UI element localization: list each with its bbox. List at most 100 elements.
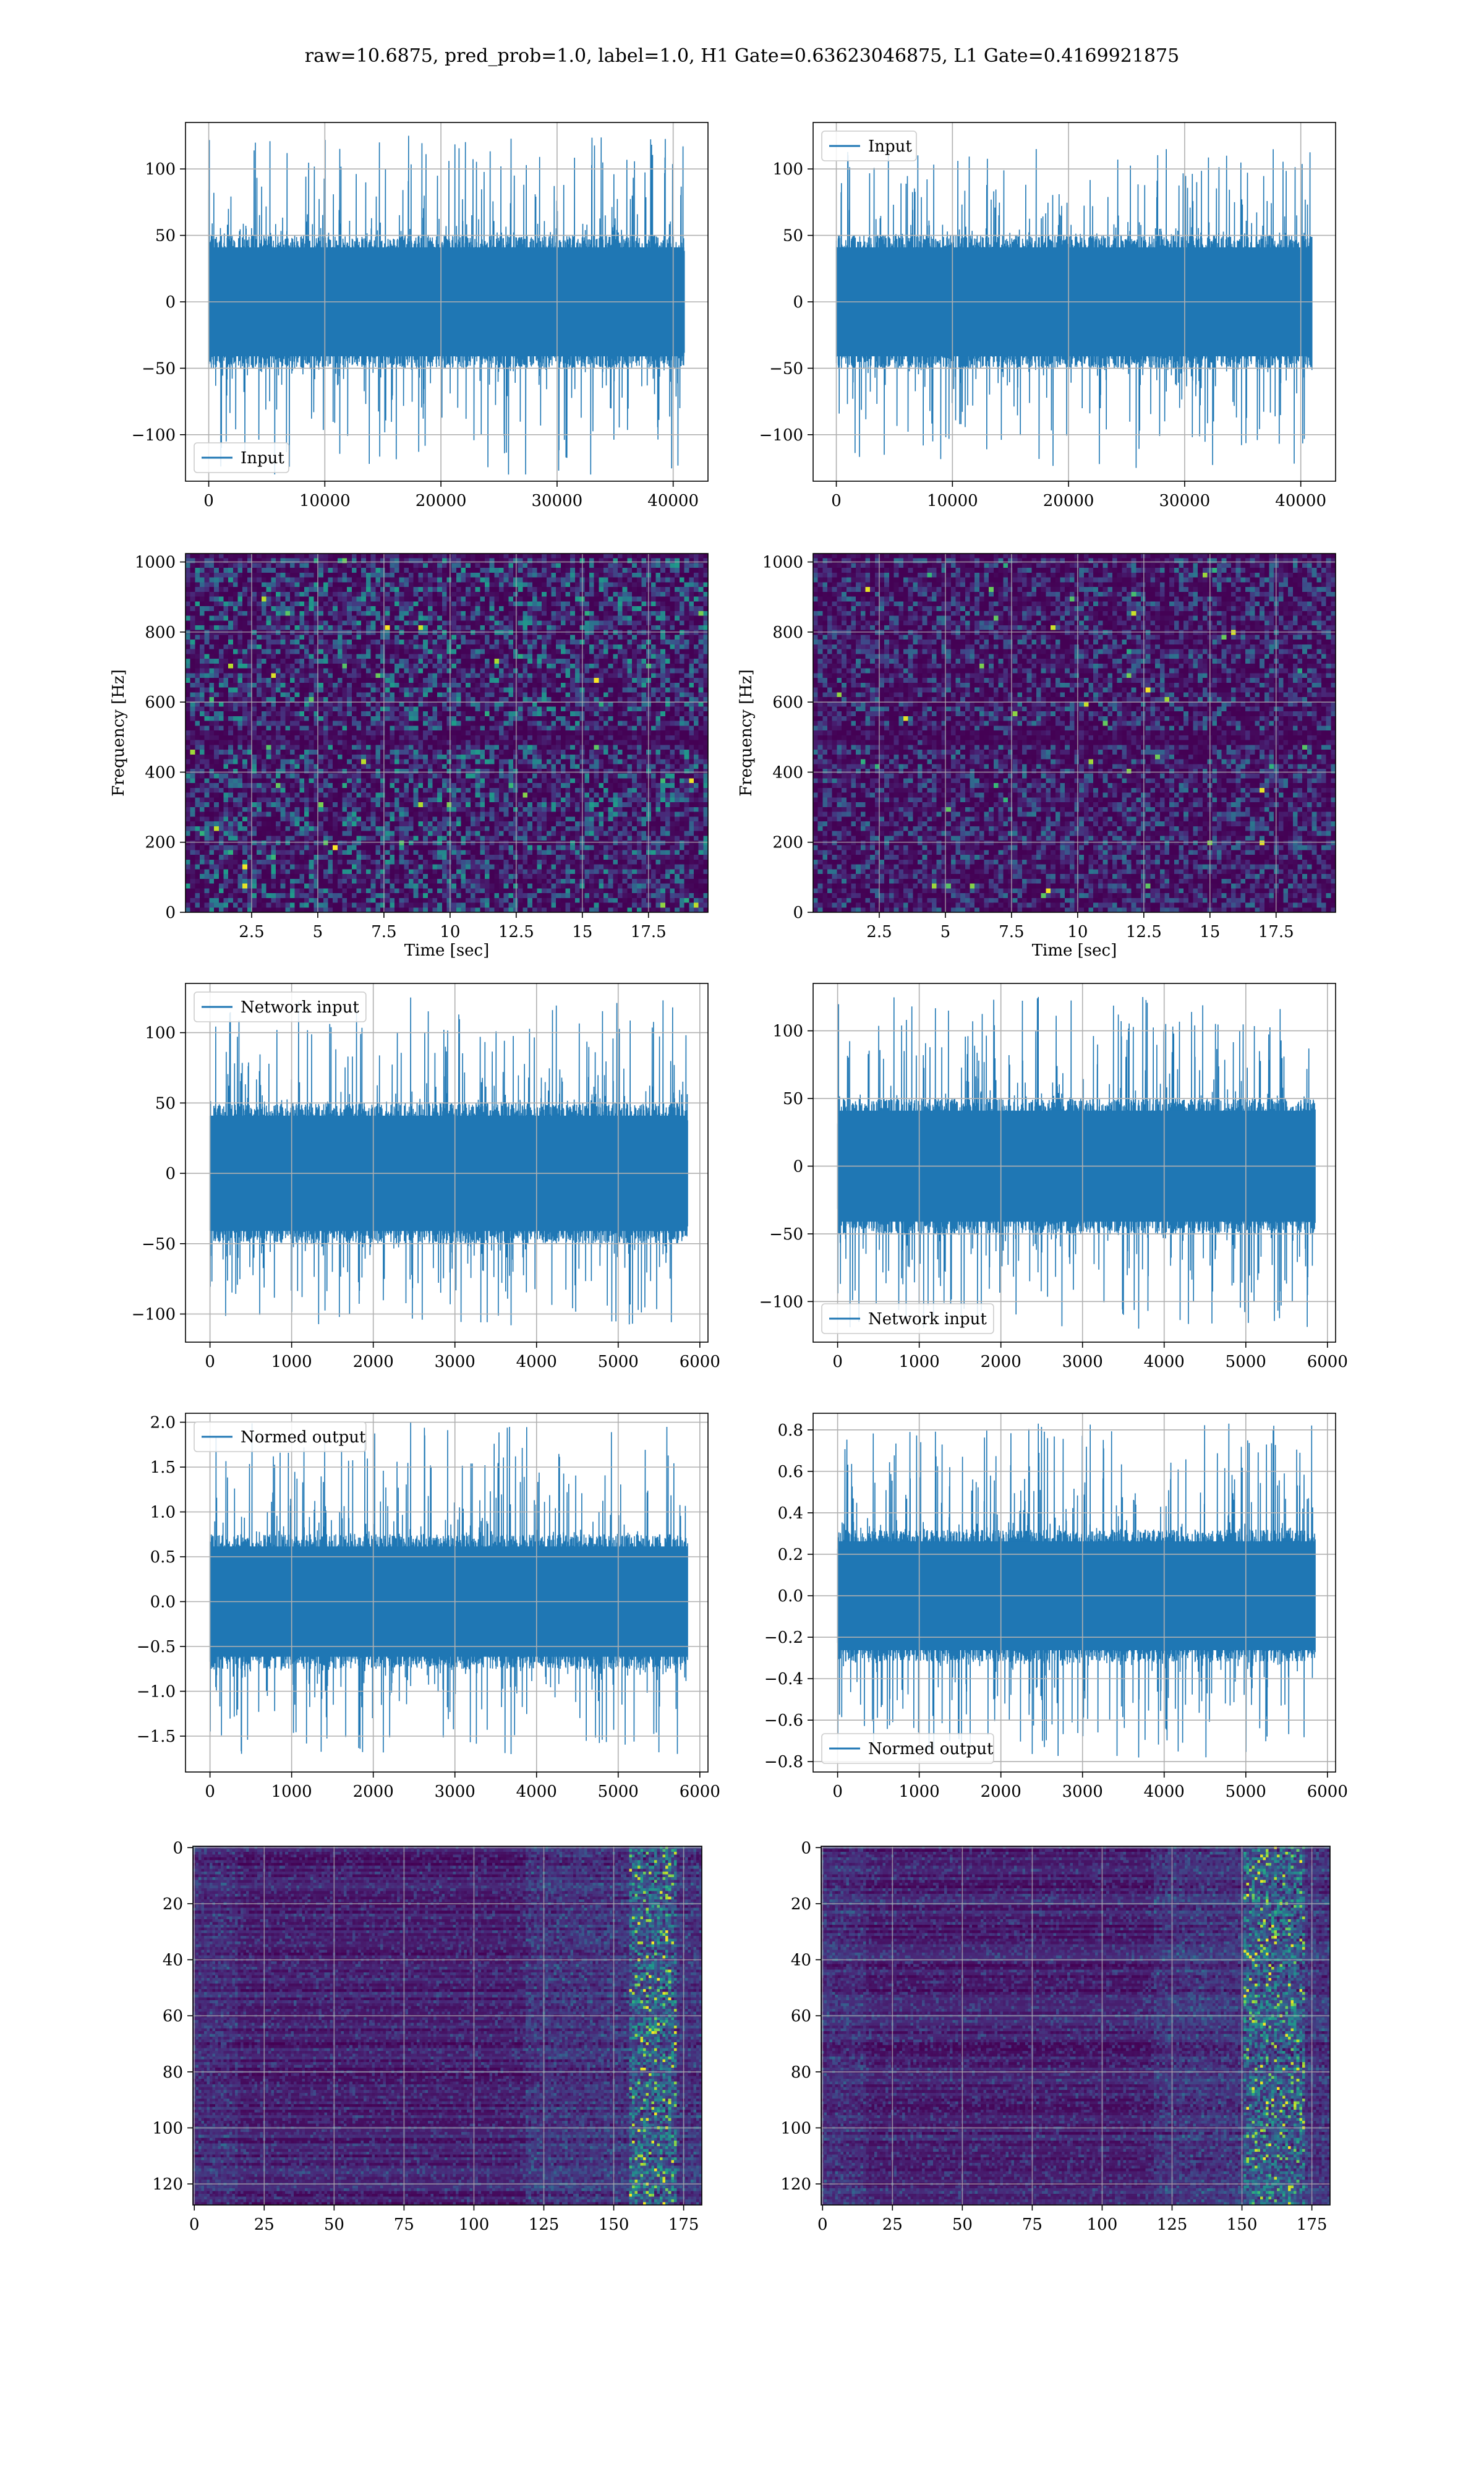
x-tick-label: 0 [203, 492, 214, 510]
y-axis-label: Frequency [Hz] [737, 669, 756, 797]
x-tick-label: 40000 [1275, 492, 1326, 510]
x-tick-label: 2000 [353, 1783, 394, 1801]
y-tick-label: 200 [772, 834, 803, 852]
legend-label: Input [241, 449, 284, 468]
x-tick-label: 2000 [981, 1783, 1021, 1801]
x-tick-label: 2000 [353, 1353, 394, 1371]
y-tick-label: 120 [152, 2175, 183, 2194]
y-axis-label: Frequency [Hz] [109, 669, 128, 797]
y-tick-label: 600 [145, 693, 176, 712]
y-tick-label: 400 [772, 763, 803, 782]
x-tick-label: 12.5 [498, 923, 534, 941]
x-tick-label: 4000 [1144, 1783, 1185, 1801]
legend-label: Input [868, 137, 912, 156]
figure-suptitle: raw=10.6875, pred_prob=1.0, label=1.0, H… [305, 45, 1179, 67]
x-tick-label: 17.5 [1258, 923, 1294, 941]
y-tick-label: −0.4 [764, 1670, 803, 1689]
y-tick-label: −0.6 [764, 1711, 803, 1730]
y-tick-label: 40 [163, 1951, 183, 1970]
x-tick-label: 0 [205, 1353, 215, 1371]
y-tick-label: 0.0 [150, 1593, 176, 1612]
y-tick-label: 0 [793, 293, 803, 312]
y-tick-label: 80 [163, 2063, 183, 2082]
x-tick-label: 1000 [899, 1783, 940, 1801]
x-tick-label: 0 [832, 1353, 843, 1371]
x-tick-label: 1000 [271, 1783, 312, 1801]
x-tick-label: 50 [952, 2215, 973, 2234]
x-tick-label: 6000 [1307, 1783, 1348, 1801]
y-tick-label: −100 [759, 1293, 803, 1311]
x-tick-label: 20000 [416, 492, 467, 510]
x-tick-label: 100 [459, 2215, 490, 2234]
x-tick-label: 150 [599, 2215, 629, 2234]
y-tick-label: 1.5 [150, 1458, 176, 1477]
x-tick-label: 6000 [680, 1353, 720, 1371]
legend: Input [194, 443, 289, 473]
legend-label: Normed output [868, 1740, 994, 1758]
y-tick-label: 0.2 [778, 1546, 803, 1564]
x-tick-label: 3000 [435, 1353, 475, 1371]
x-tick-label: 7.5 [371, 923, 396, 941]
y-tick-label: 50 [155, 227, 176, 246]
x-tick-label: 50 [324, 2215, 344, 2234]
y-tick-label: 0 [165, 293, 176, 312]
y-tick-label: −0.2 [764, 1629, 803, 1647]
subplot-spec-h1: 2.5 5 7.5 10 12.5 15 17.502004006008001000Time… [109, 554, 709, 960]
y-tick-label: 100 [780, 2119, 811, 2138]
x-tick-label: 4000 [1144, 1353, 1185, 1371]
y-tick-label: 800 [772, 623, 803, 642]
y-tick-label: 100 [152, 2119, 183, 2138]
x-tick-label: 0 [205, 1783, 215, 1801]
y-tick-label: 50 [783, 1090, 803, 1108]
y-tick-label: 60 [163, 2007, 183, 2026]
y-tick-label: 0 [793, 904, 803, 922]
y-tick-label: 0.4 [778, 1504, 803, 1523]
x-tick-label: 30000 [532, 492, 583, 510]
y-tick-label: 60 [791, 2007, 811, 2026]
x-tick-label: 3000 [1062, 1353, 1103, 1371]
heatmap-cells [186, 554, 709, 913]
y-tick-label: 0 [793, 1157, 803, 1176]
plot-area [813, 554, 1336, 913]
y-tick-label: 0 [165, 1165, 176, 1183]
y-tick-label: −50 [769, 359, 803, 378]
x-tick-label: 1000 [271, 1353, 312, 1371]
x-tick-label: 12.5 [1126, 923, 1162, 941]
subplot-spec-l1: 2.5 5 7.5 10 12.5 15 17.502004006008001000Time… [737, 554, 1336, 960]
plot-area [186, 554, 709, 913]
x-tick-label: 125 [1157, 2215, 1188, 2234]
heatmap-cells [813, 554, 1336, 913]
x-tick-label: 17.5 [631, 923, 667, 941]
x-tick-label: 5000 [1226, 1353, 1266, 1371]
y-tick-label: −100 [759, 426, 803, 445]
y-tick-label: 80 [791, 2063, 811, 2082]
legend: Network input [194, 992, 366, 1022]
x-tick-label: 175 [668, 2215, 699, 2234]
x-tick-label: 3000 [1062, 1783, 1103, 1801]
x-tick-label: 4000 [516, 1353, 557, 1371]
x-tick-label: 25 [254, 2215, 275, 2234]
x-tick-label: 75 [1022, 2215, 1043, 2234]
x-tick-label: 2000 [981, 1353, 1021, 1371]
x-axis-label: Time [sec] [1032, 941, 1117, 960]
x-tick-label: 2.5 [239, 923, 264, 941]
y-tick-label: 0.8 [778, 1421, 803, 1440]
y-tick-label: 40 [791, 1951, 811, 1970]
x-tick-label: 10000 [299, 492, 351, 510]
y-tick-label: −100 [132, 426, 176, 445]
y-tick-label: 0.6 [778, 1463, 803, 1481]
x-tick-label: 10000 [927, 492, 978, 510]
y-tick-label: 0.5 [150, 1548, 176, 1567]
x-tick-label: 0 [817, 2215, 828, 2234]
x-tick-label: 10 [440, 923, 460, 941]
legend: Input [822, 131, 916, 161]
y-tick-label: −100 [132, 1306, 176, 1324]
y-tick-label: 100 [772, 160, 803, 179]
x-tick-label: 20000 [1043, 492, 1094, 510]
x-tick-label: 3000 [435, 1783, 475, 1801]
y-tick-label: 400 [145, 763, 176, 782]
x-tick-label: 1000 [899, 1353, 940, 1371]
x-tick-label: 15 [1200, 923, 1220, 941]
x-tick-label: 0 [189, 2215, 200, 2234]
